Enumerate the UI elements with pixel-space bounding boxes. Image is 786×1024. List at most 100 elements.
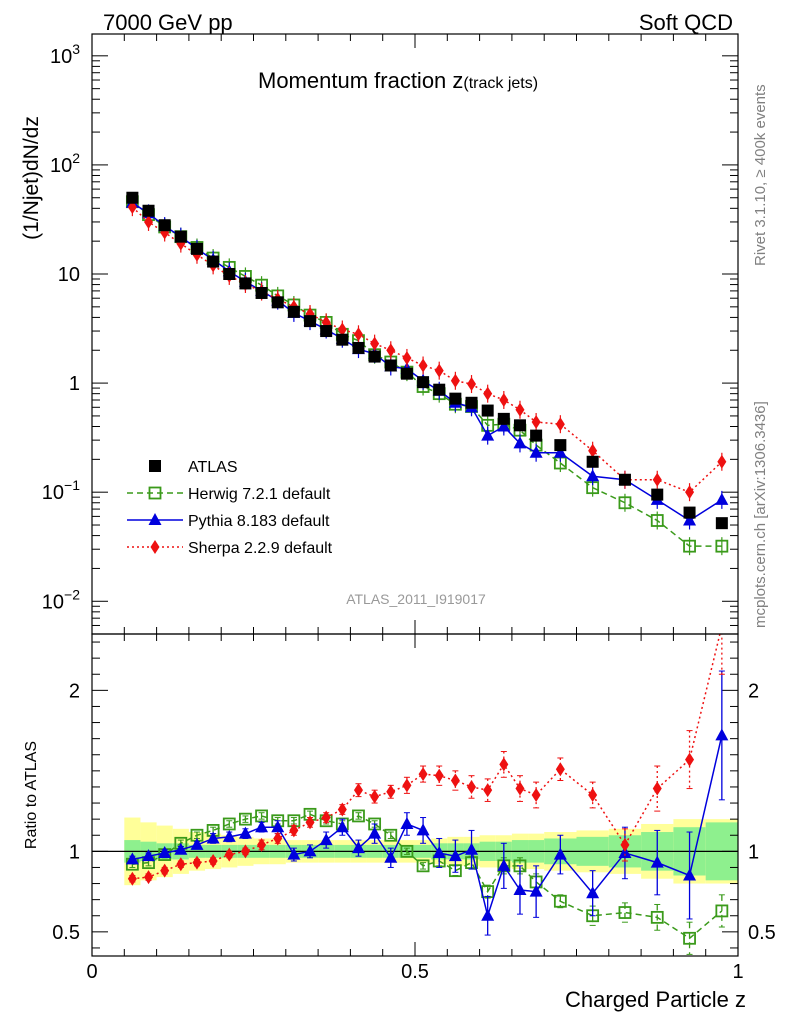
sherpa-point [685, 485, 695, 500]
legend-label-herwig: Herwig 7.2.1 default [188, 486, 331, 503]
pythia-ratio-point [158, 845, 172, 858]
ratio-y-tick-label-right: 0.5 [748, 922, 776, 944]
pythia-ratio-point [481, 908, 495, 921]
pythia-ratio-point [368, 826, 382, 839]
legend-item-herwig: Herwig 7.2.1 default [127, 486, 331, 503]
pythia-ratio-point [303, 844, 317, 857]
sherpa-ratio-point [321, 810, 331, 825]
ratio-panel: 0 0.5 12 21 10.5 0.5 Ratio to ATLAS Charged P… [23, 619, 776, 1012]
atlas-point [271, 296, 284, 309]
pythia-ratio-point [416, 823, 430, 836]
y-axis-label-main: (1/Njet)dN/dz [20, 116, 43, 240]
herwig-ratio-point [715, 904, 729, 918]
sherpa-ratio-point [685, 752, 695, 767]
sherpa-point [144, 214, 154, 229]
analysis-id: ATLAS_2011_I919017 [346, 591, 486, 607]
sherpa-ratio-point [240, 844, 250, 859]
sherpa-ratio-point [620, 837, 630, 852]
ratio-y-tick-label-right: 2 [748, 680, 759, 702]
atlas-point [618, 473, 631, 486]
herwig-ratio-point [400, 844, 414, 858]
herwig-ratio-line [132, 813, 723, 940]
atlas-point [449, 392, 462, 405]
pythia-ratio-point [174, 842, 188, 855]
pythia-ratio-point [432, 845, 446, 858]
sherpa-point [515, 402, 525, 417]
legend-label-sherpa: Sherpa 2.2.9 default [188, 540, 333, 557]
sherpa-ratio-point [588, 788, 598, 802]
sherpa-ratio-point [353, 783, 363, 798]
atlas-point [530, 429, 543, 442]
sherpa-ratio-point [370, 789, 380, 804]
herwig-ratio-point [239, 812, 252, 826]
pythia-ratio-point [553, 847, 567, 860]
atlas-point [417, 376, 430, 389]
atlas-point [513, 419, 526, 432]
pythia-ratio-point [529, 884, 543, 897]
sherpa-ratio-point [531, 788, 541, 802]
pythia-point [497, 419, 511, 432]
pythia-ratio-point [125, 852, 139, 865]
herwig-point [618, 496, 632, 510]
herwig-ratio-point [384, 828, 398, 842]
x-tick-label: 0.5 [401, 961, 429, 983]
legend-label-pythia: Pythia 8.183 default [188, 513, 330, 530]
herwig-point [683, 539, 696, 553]
legend-label-atlas: ATLAS [188, 459, 238, 476]
pythia-ratio-point [497, 858, 511, 871]
sherpa-point [499, 392, 509, 407]
ratio-y-tick-label-right: 1 [748, 841, 759, 863]
sherpa-ratio-point [450, 773, 460, 788]
atlas-point [287, 305, 300, 318]
pythia-ratio-point [448, 849, 462, 862]
pythia-ratio-point [683, 868, 697, 881]
atlas-point [320, 325, 333, 338]
legend-marker-sherpa [150, 540, 160, 554]
x-tick-label: 0 [86, 961, 97, 983]
chart-title-sub: (track jets) [463, 75, 538, 92]
atlas-point [554, 439, 567, 452]
header-right: Soft QCD [639, 10, 733, 35]
chart-title: Momentum fraction z(track jets) [258, 68, 538, 93]
atlas-point [174, 230, 187, 243]
pythia-ratio-point [255, 820, 269, 833]
sherpa-ratio-point [717, 619, 726, 633]
sherpa-line [131, 206, 723, 494]
pythia-point [683, 513, 697, 526]
pythia-point [481, 428, 495, 441]
pythia-ratio-point [271, 820, 285, 833]
sherpa-ratio-series [127, 619, 726, 886]
legend-marker-herwig [148, 486, 162, 500]
sherpa-ratio-point [273, 831, 283, 846]
header-left: 7000 GeV pp [103, 10, 233, 35]
sherpa-point [386, 343, 396, 358]
pythia-ratio-point [206, 831, 220, 844]
pythia-point [586, 469, 600, 482]
pythia-ratio-point [222, 829, 236, 842]
atlas-point [433, 383, 446, 396]
atlas-point [304, 315, 317, 328]
ratio-y-tick-label: 0.5 [52, 922, 80, 944]
herwig-ratio-point [650, 910, 664, 924]
sherpa-ratio-point [305, 815, 315, 830]
pythia-series [125, 193, 729, 530]
sherpa-point [555, 417, 565, 432]
herwig-ratio-point [683, 931, 696, 945]
pythia-ratio-point [586, 886, 600, 899]
pythia-point [513, 436, 527, 449]
y-tick-label: 103 [50, 41, 80, 68]
pythia-ratio-point [190, 837, 204, 850]
legend-item-sherpa: Sherpa 2.2.9 default [127, 540, 333, 557]
herwig-ratio-point [618, 906, 632, 919]
pythia-ratio-point [650, 855, 664, 868]
pythia-point [553, 445, 567, 458]
sherpa-point [531, 414, 541, 429]
sherpa-point [467, 377, 477, 392]
y-axis-label-ratio: Ratio to ATLAS [23, 741, 40, 849]
pythia-ratio-point [465, 842, 479, 855]
ratio-series [125, 619, 729, 955]
pythia-ratio-point [319, 833, 333, 846]
sherpa-ratio-point [402, 778, 412, 793]
pythia-ratio-point [142, 849, 156, 862]
